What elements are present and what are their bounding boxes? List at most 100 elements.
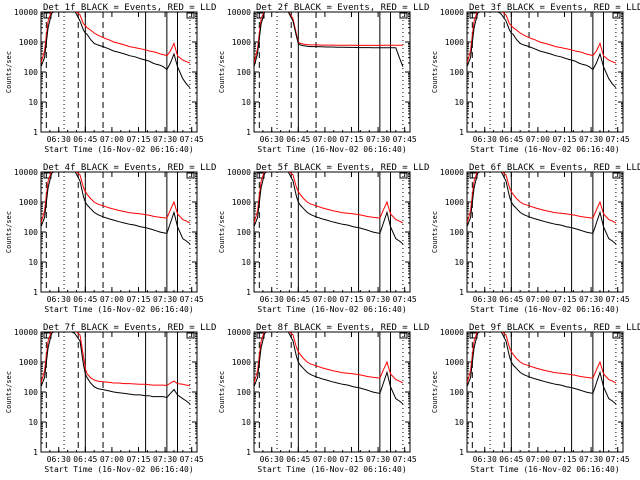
y-tick-label: 1000 xyxy=(445,198,464,207)
y-axis-label: Counts/sec xyxy=(431,211,439,253)
y-tick-label: 1 xyxy=(246,448,251,457)
y-tick-label: 1 xyxy=(246,288,251,297)
x-tick-label: 06:30 xyxy=(473,455,497,464)
x-tick-label: 07:30 xyxy=(366,135,390,144)
lld-series-line xyxy=(41,332,190,387)
panel-det-4: Det 4f BLACK = Events, RED = LLD 1 10 100 10… xyxy=(5,163,216,314)
y-tick-label: 10000 xyxy=(440,168,464,177)
x-tick-label: 07:15 xyxy=(339,455,363,464)
x-tick-label: 07:30 xyxy=(153,135,177,144)
panel-title: Det 5f BLACK = Events, RED = LLD xyxy=(256,163,429,173)
y-tick-label: 100 xyxy=(450,388,465,397)
events-series-line xyxy=(41,172,191,245)
x-tick-label: 07:30 xyxy=(153,455,177,464)
x-tick-label: 06:30 xyxy=(47,295,71,304)
x-tick-label: 06:45 xyxy=(286,295,310,304)
y-tick-label: 10000 xyxy=(440,328,464,337)
lld-series-line xyxy=(254,12,403,64)
y-tick-label: 1000 xyxy=(232,358,251,367)
x-tick-label: 07:45 xyxy=(180,455,204,464)
panel-title: Det 1f BLACK = Events, RED = LLD xyxy=(43,3,216,13)
x-tick-label: 07:15 xyxy=(126,135,150,144)
x-tick-label: 06:45 xyxy=(499,295,523,304)
x-axis-label: Start Time (16-Nov-02 06:16:40) xyxy=(257,465,406,474)
panel-title: Det 6f BLACK = Events, RED = LLD xyxy=(469,163,640,173)
y-tick-label: 1000 xyxy=(445,38,464,47)
x-tick-label: 07:15 xyxy=(552,295,576,304)
x-tick-label: 07:30 xyxy=(579,135,603,144)
y-tick-label: 10 xyxy=(28,418,38,427)
panel-det-9: Det 9f BLACK = Events, RED = LLD 1 10 100 10… xyxy=(431,323,640,474)
x-tick-label: 06:45 xyxy=(73,455,97,464)
x-tick-label: 07:00 xyxy=(526,135,550,144)
x-tick-label: 06:30 xyxy=(260,135,284,144)
panel-title: Det 9f BLACK = Events, RED = LLD xyxy=(469,323,640,333)
y-tick-label: 10000 xyxy=(227,168,251,177)
x-tick-label: 07:15 xyxy=(552,135,576,144)
panel-title: Det 2f BLACK = Events, RED = LLD xyxy=(256,3,429,13)
x-tick-label: 07:30 xyxy=(579,295,603,304)
y-tick-label: 10 xyxy=(454,98,464,107)
corner-box-right xyxy=(612,172,621,179)
y-tick-label: 10000 xyxy=(440,8,464,17)
corner-box-right xyxy=(612,12,621,19)
y-tick-label: 100 xyxy=(237,388,252,397)
x-tick-label: 07:15 xyxy=(339,135,363,144)
y-axis-label: Counts/sec xyxy=(218,51,226,93)
y-tick-label: 1000 xyxy=(232,38,251,47)
panel-det-1: Det 1f BLACK = Events, RED = LLD 1 10 100 10… xyxy=(5,3,216,154)
x-tick-label: 07:45 xyxy=(606,135,630,144)
x-tick-label: 06:30 xyxy=(473,135,497,144)
events-series-line xyxy=(467,332,617,405)
y-axis-label: Counts/sec xyxy=(218,371,226,413)
panel-det-8: Det 8f BLACK = Events, RED = LLD 1 10 100 10… xyxy=(218,323,429,474)
y-tick-label: 100 xyxy=(450,68,465,77)
y-tick-label: 100 xyxy=(24,228,39,237)
y-tick-label: 10 xyxy=(241,258,251,267)
y-tick-label: 10000 xyxy=(14,168,38,177)
x-tick-label: 07:30 xyxy=(153,295,177,304)
panel-det-7: Det 7f BLACK = Events, RED = LLD 1 10 100 10… xyxy=(5,323,216,474)
x-tick-label: 07:00 xyxy=(313,135,337,144)
corner-box-right xyxy=(186,172,195,179)
x-tick-label: 06:45 xyxy=(499,455,523,464)
y-tick-label: 10 xyxy=(241,418,251,427)
x-axis-label: Start Time (16-Nov-02 06:16:40) xyxy=(470,145,619,154)
x-axis-label: Start Time (16-Nov-02 06:16:40) xyxy=(44,465,193,474)
panel-det-5: Det 5f BLACK = Events, RED = LLD 1 10 100 10… xyxy=(218,163,429,314)
y-tick-label: 1000 xyxy=(19,198,38,207)
x-tick-label: 07:00 xyxy=(313,455,337,464)
x-tick-label: 07:15 xyxy=(339,295,363,304)
x-tick-label: 06:30 xyxy=(260,455,284,464)
x-tick-label: 07:00 xyxy=(526,295,550,304)
y-tick-label: 10000 xyxy=(14,328,38,337)
lld-series-line xyxy=(254,332,404,384)
corner-box-right xyxy=(399,332,408,339)
x-tick-label: 06:45 xyxy=(73,295,97,304)
events-series-line xyxy=(254,172,404,245)
lld-series-line xyxy=(41,172,191,224)
y-tick-label: 1000 xyxy=(232,198,251,207)
x-tick-label: 07:30 xyxy=(366,295,390,304)
y-tick-label: 10 xyxy=(28,258,38,267)
panel-det-6: Det 6f BLACK = Events, RED = LLD 1 10 100 10… xyxy=(431,163,640,314)
y-tick-label: 10 xyxy=(241,98,251,107)
y-tick-label: 10 xyxy=(454,258,464,267)
x-tick-label: 07:45 xyxy=(393,455,417,464)
y-tick-label: 1 xyxy=(33,128,38,137)
events-series-line xyxy=(41,332,191,405)
x-tick-label: 07:15 xyxy=(552,455,576,464)
x-tick-label: 06:45 xyxy=(499,135,523,144)
x-tick-label: 06:45 xyxy=(73,135,97,144)
y-tick-label: 1 xyxy=(459,448,464,457)
x-tick-label: 07:30 xyxy=(579,455,603,464)
y-tick-label: 10000 xyxy=(14,8,38,17)
y-tick-label: 100 xyxy=(237,68,252,77)
events-series-line xyxy=(254,12,404,67)
events-series-line xyxy=(41,12,191,89)
corner-box-right xyxy=(186,332,195,339)
lld-series-line xyxy=(254,172,404,224)
x-tick-label: 07:45 xyxy=(393,135,417,144)
x-tick-label: 06:30 xyxy=(473,295,497,304)
y-tick-label: 1000 xyxy=(445,358,464,367)
